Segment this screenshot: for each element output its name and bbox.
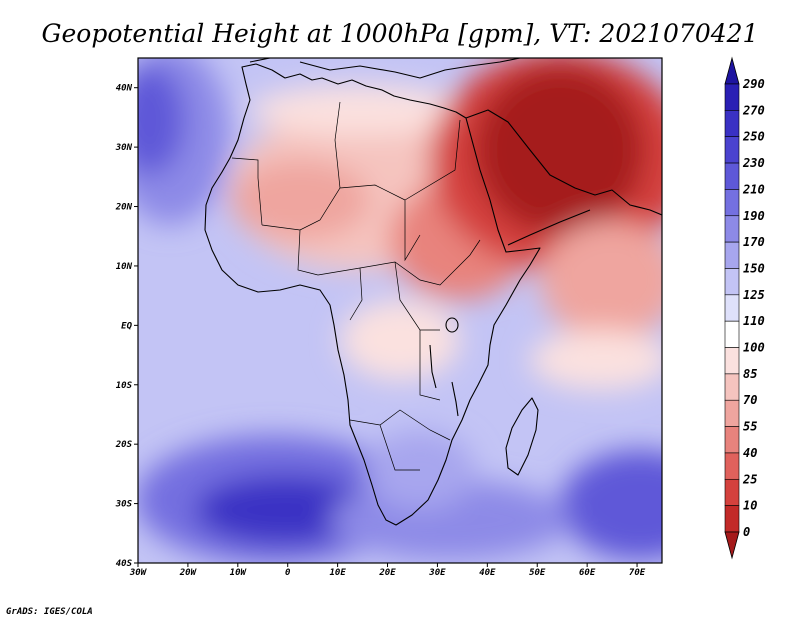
colorbar-label: 85: [743, 367, 757, 381]
colorbar-bin: [724, 452, 740, 480]
height-field: [138, 58, 662, 563]
y-tick-label: 10N: [116, 262, 133, 272]
x-tick-label: 30W: [129, 568, 148, 578]
colorbar-label: 25: [742, 472, 757, 486]
figure-title: Geopotential Height at 1000hPa [gpm], VT…: [42, 19, 759, 48]
colorbar-label: 190: [743, 209, 765, 223]
y-tick-label: 40N: [116, 84, 133, 94]
colorbar-bin: [724, 478, 740, 506]
colorbar-bin: [724, 399, 740, 427]
colorbar-bin: [724, 136, 740, 164]
x-tick-label: 20E: [378, 568, 396, 578]
x-axis-ticks: 30W 20W 10W 0 10E 20E 30E 40E 50E 60E 70E: [129, 563, 646, 578]
colorbar-label: 100: [743, 341, 765, 355]
x-tick-label: 0: [285, 568, 291, 578]
arabian-low-core: [475, 65, 645, 235]
indian-ocean-high: [560, 450, 662, 560]
colorbar-bin: [724, 347, 740, 375]
colorbar-bin: [724, 268, 740, 296]
colorbar-top-arrow: [724, 56, 740, 85]
colorbar-label: 250: [742, 130, 765, 144]
colorbar-bin: [724, 162, 740, 190]
colorbar-label: 170: [743, 235, 765, 249]
congo-pale: [340, 300, 460, 380]
colorbar-label: 70: [743, 393, 757, 407]
lake-victoria: [445, 317, 459, 333]
y-tick-label: EQ: [121, 321, 132, 331]
y-tick-label: 40S: [116, 559, 133, 569]
colorbar: 2902702502302101901701501251101008570554…: [724, 56, 765, 560]
x-tick-label: 20W: [179, 568, 198, 578]
country-borders: [231, 101, 481, 471]
x-tick-label: 10E: [329, 568, 346, 578]
africa-coastline: [204, 63, 541, 526]
colorbar-label: 210: [742, 182, 765, 196]
colorbar-bottom-arrow: [724, 531, 740, 560]
colorbar-bin: [724, 426, 740, 454]
x-tick-label: 50E: [529, 568, 546, 578]
y-axis-ticks: 40S 30S 20S 10S EQ 10N 20N 30N 40N: [115, 84, 138, 569]
madagascar-coastline: [505, 397, 539, 476]
grads-credit: GrADS: IGES/COLA: [6, 607, 93, 617]
indian-ocean-pale: [530, 330, 662, 390]
y-tick-label: 30S: [115, 500, 133, 510]
y-tick-label: 10S: [116, 381, 133, 391]
colorbar-label: 0: [743, 525, 750, 539]
y-tick-label: 20S: [115, 440, 133, 450]
x-tick-label: 40E: [479, 568, 496, 578]
colorbar-label: 10: [743, 499, 757, 513]
y-tick-label: 20N: [115, 203, 133, 213]
colorbar-label: 55: [743, 420, 757, 434]
x-tick-label: 70E: [629, 568, 646, 578]
colorbar-label: 125: [743, 288, 765, 302]
lake-malawi: [451, 381, 459, 417]
colorbar-label: 290: [742, 77, 765, 91]
colorbar-label: 230: [742, 156, 765, 170]
colorbar-bin: [724, 373, 740, 401]
colorbar-bin: [724, 83, 740, 111]
colorbar-bin: [724, 294, 740, 322]
sahara-low: [230, 160, 370, 240]
colorbar-bin: [724, 241, 740, 269]
mediterranean-pale: [250, 85, 470, 135]
colorbar-bin: [724, 505, 740, 533]
x-tick-label: 60E: [579, 568, 596, 578]
azores-high: [138, 65, 185, 175]
lake-tanganyika: [429, 344, 437, 389]
border-lines: [231, 101, 481, 471]
plot-frame: [137, 57, 663, 564]
colorbar-label: 150: [743, 261, 765, 275]
arabian-sea-warm: [540, 220, 662, 340]
coastlines: [204, 58, 662, 526]
x-tick-label: 30E: [428, 568, 446, 578]
colorbar-bin: [724, 215, 740, 243]
south-atlantic-high-core: [195, 475, 375, 545]
colorbar-bin: [724, 320, 740, 348]
colorbar-bin: [724, 110, 740, 138]
colorbar-bin: [724, 189, 740, 217]
x-tick-label: 10W: [230, 568, 248, 578]
colorbar-label: 40: [743, 446, 757, 460]
y-tick-label: 30N: [115, 143, 133, 153]
colorbar-label: 110: [743, 314, 765, 328]
lakes: [429, 317, 459, 417]
arabia-coastline: [465, 109, 662, 246]
europe-coastline: [249, 58, 521, 79]
colorbar-label: 270: [742, 103, 765, 117]
